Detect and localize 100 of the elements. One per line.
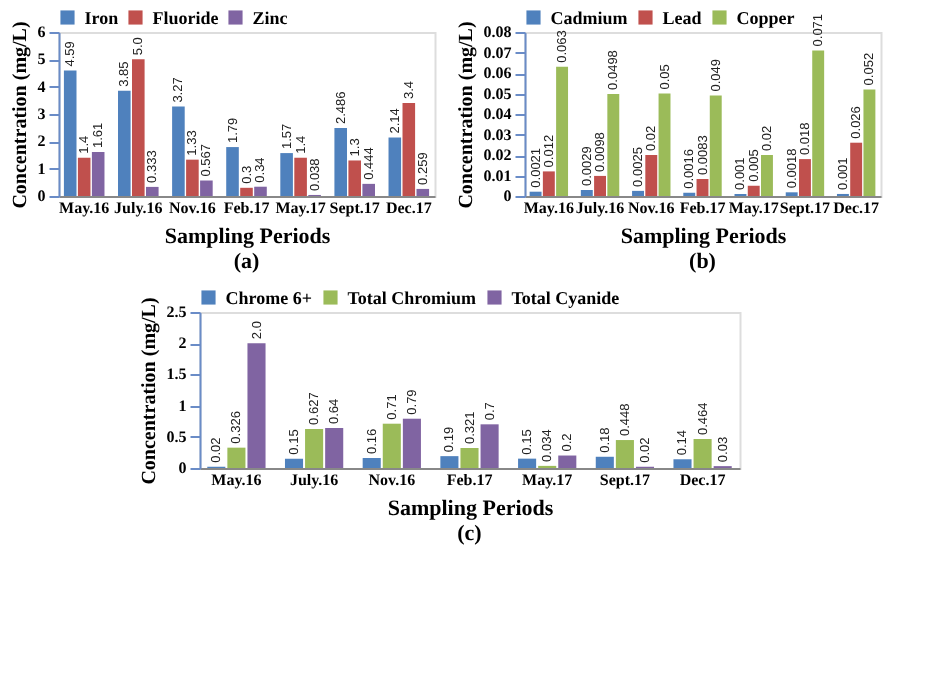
x-axis-title: Sampling Periods bbox=[164, 225, 332, 249]
x-tick-label: May.16 bbox=[211, 471, 262, 489]
bar bbox=[402, 103, 416, 196]
y-tick-label: 0 bbox=[178, 459, 187, 477]
legend-label: Chrome 6+ bbox=[225, 287, 312, 308]
y-tick-label: 0.5 bbox=[166, 427, 187, 446]
bar bbox=[145, 186, 159, 196]
bar bbox=[580, 190, 593, 196]
y-tick-label: 0.01 bbox=[483, 166, 512, 185]
bar bbox=[118, 90, 131, 196]
x-tick-label: July.16 bbox=[114, 199, 163, 217]
bar bbox=[693, 439, 712, 468]
bar bbox=[542, 171, 555, 196]
bar bbox=[294, 157, 307, 196]
bar bbox=[77, 157, 91, 196]
bar bbox=[812, 50, 825, 196]
bar bbox=[607, 93, 620, 196]
bar bbox=[798, 159, 811, 196]
x-tick-label: Sept.17 bbox=[779, 199, 831, 217]
bar bbox=[91, 151, 105, 196]
bar bbox=[761, 155, 773, 196]
legend-label: Copper bbox=[736, 7, 795, 28]
bar bbox=[186, 159, 199, 196]
bar bbox=[709, 95, 722, 196]
bar bbox=[556, 66, 569, 196]
y-tick-label: 3 bbox=[37, 105, 46, 123]
bar bbox=[280, 153, 293, 196]
x-tick-label: July.16 bbox=[575, 199, 625, 217]
bar bbox=[460, 447, 479, 468]
bar bbox=[658, 93, 671, 196]
bar bbox=[132, 59, 145, 196]
x-tick-label: May.17 bbox=[522, 471, 573, 489]
bar bbox=[632, 190, 644, 196]
y-axis-title: Concentration (mg/L) bbox=[455, 21, 478, 209]
x-tick-label: Feb.17 bbox=[446, 471, 493, 489]
x-tick-label: Nov.16 bbox=[169, 199, 216, 217]
y-tick-label: 0.02 bbox=[483, 146, 512, 164]
bar bbox=[325, 428, 344, 468]
bar bbox=[362, 183, 375, 196]
y-tick-label: 6 bbox=[37, 23, 46, 41]
bar bbox=[305, 428, 324, 468]
y-tick-label: 0 bbox=[503, 187, 512, 205]
x-tick-label: May.17 bbox=[275, 199, 326, 217]
bar bbox=[480, 424, 499, 468]
y-tick-label: 5 bbox=[37, 50, 46, 69]
x-tick-label: Feb.17 bbox=[679, 199, 726, 217]
bar bbox=[362, 458, 381, 468]
y-tick-label: 0.04 bbox=[483, 105, 512, 123]
text: (b) bbox=[689, 250, 717, 274]
bar bbox=[334, 128, 348, 196]
bar bbox=[382, 423, 401, 468]
x-tick-label: Sept.17 bbox=[599, 471, 651, 489]
legend-label: Zinc bbox=[252, 7, 288, 28]
y-tick-label: 4 bbox=[37, 77, 46, 96]
x-axis-title: Sampling Periods bbox=[387, 497, 555, 521]
bar bbox=[388, 137, 402, 196]
bar bbox=[284, 458, 304, 468]
y-axis-title: Concentration (mg/L) bbox=[138, 297, 161, 485]
bar bbox=[645, 155, 658, 196]
y-tick-label: 0 bbox=[37, 187, 46, 205]
bar bbox=[863, 89, 876, 196]
y-tick-label: 2 bbox=[178, 334, 187, 353]
bar bbox=[200, 180, 213, 196]
x-axis-title: Sampling Periods bbox=[620, 225, 788, 249]
bar bbox=[348, 160, 361, 196]
x-tick-label: Dec.17 bbox=[679, 471, 726, 489]
x-tick-label: Dec.17 bbox=[833, 199, 880, 217]
y-tick-label: 1 bbox=[37, 159, 46, 178]
y-tick-label: 0.03 bbox=[483, 125, 512, 144]
x-tick-label: May.17 bbox=[728, 199, 779, 217]
bar bbox=[416, 188, 430, 196]
legend-label: Total Chromium bbox=[347, 287, 478, 308]
x-tick-label: Nov.16 bbox=[627, 199, 675, 217]
bar bbox=[63, 70, 77, 196]
y-tick-label: 0.08 bbox=[483, 23, 512, 41]
bar bbox=[558, 455, 577, 468]
x-tick-label: May.16 bbox=[59, 199, 110, 217]
x-tick-label: Nov.16 bbox=[368, 471, 416, 489]
y-axis-title: Concentration (mg/L) bbox=[9, 21, 32, 209]
bar bbox=[402, 418, 421, 468]
bar bbox=[594, 175, 607, 196]
bar bbox=[595, 456, 614, 468]
y-tick-label: 2 bbox=[37, 132, 46, 151]
bar bbox=[227, 447, 246, 468]
x-tick-label: July.16 bbox=[289, 471, 339, 489]
y-tick-label: 2.5 bbox=[166, 303, 187, 321]
bar bbox=[440, 456, 459, 468]
bar bbox=[518, 458, 537, 468]
x-tick-label: Feb.17 bbox=[223, 199, 270, 217]
bar bbox=[673, 459, 692, 468]
bar bbox=[240, 187, 253, 196]
legend-label: Fluoride bbox=[152, 7, 219, 28]
bar bbox=[226, 147, 239, 196]
bar bbox=[254, 186, 267, 196]
x-tick-label: Dec.17 bbox=[385, 199, 432, 217]
legend-label: Lead bbox=[662, 7, 702, 28]
y-tick-label: 0.07 bbox=[483, 43, 512, 62]
y-tick-label: 0.06 bbox=[483, 64, 512, 82]
text: (a) bbox=[233, 250, 260, 274]
bar bbox=[696, 178, 709, 196]
